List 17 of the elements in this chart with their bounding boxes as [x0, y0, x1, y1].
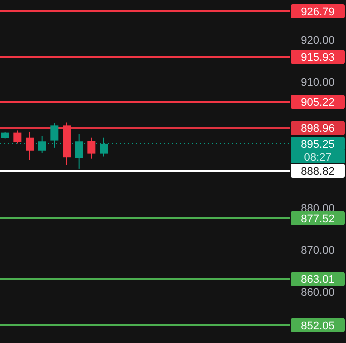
ref-line-label: 888.82: [301, 166, 335, 178]
candlestick: [88, 137, 96, 160]
ref-line-label: 852.05: [301, 320, 335, 332]
y-tick-label: 910.00: [301, 76, 335, 89]
ref-line-label: 895.25: [301, 138, 335, 151]
text: 08:27: [304, 152, 332, 164]
ref-line-label: 898.96: [301, 123, 335, 136]
candlestick: [26, 131, 34, 161]
y-tick-label: 920.00: [301, 34, 335, 47]
ref-line-label: 863.01: [301, 274, 335, 286]
candlestick: [14, 130, 22, 144]
ref-line-label: 905.22: [301, 96, 335, 109]
ref-line-label: 926.79: [301, 6, 335, 18]
ref-line-label: 915.93: [301, 52, 335, 64]
ref-line-label: 877.52: [301, 213, 335, 226]
y-tick-label: 870.00: [301, 244, 335, 257]
y-tick-label: 860.00: [301, 286, 335, 299]
